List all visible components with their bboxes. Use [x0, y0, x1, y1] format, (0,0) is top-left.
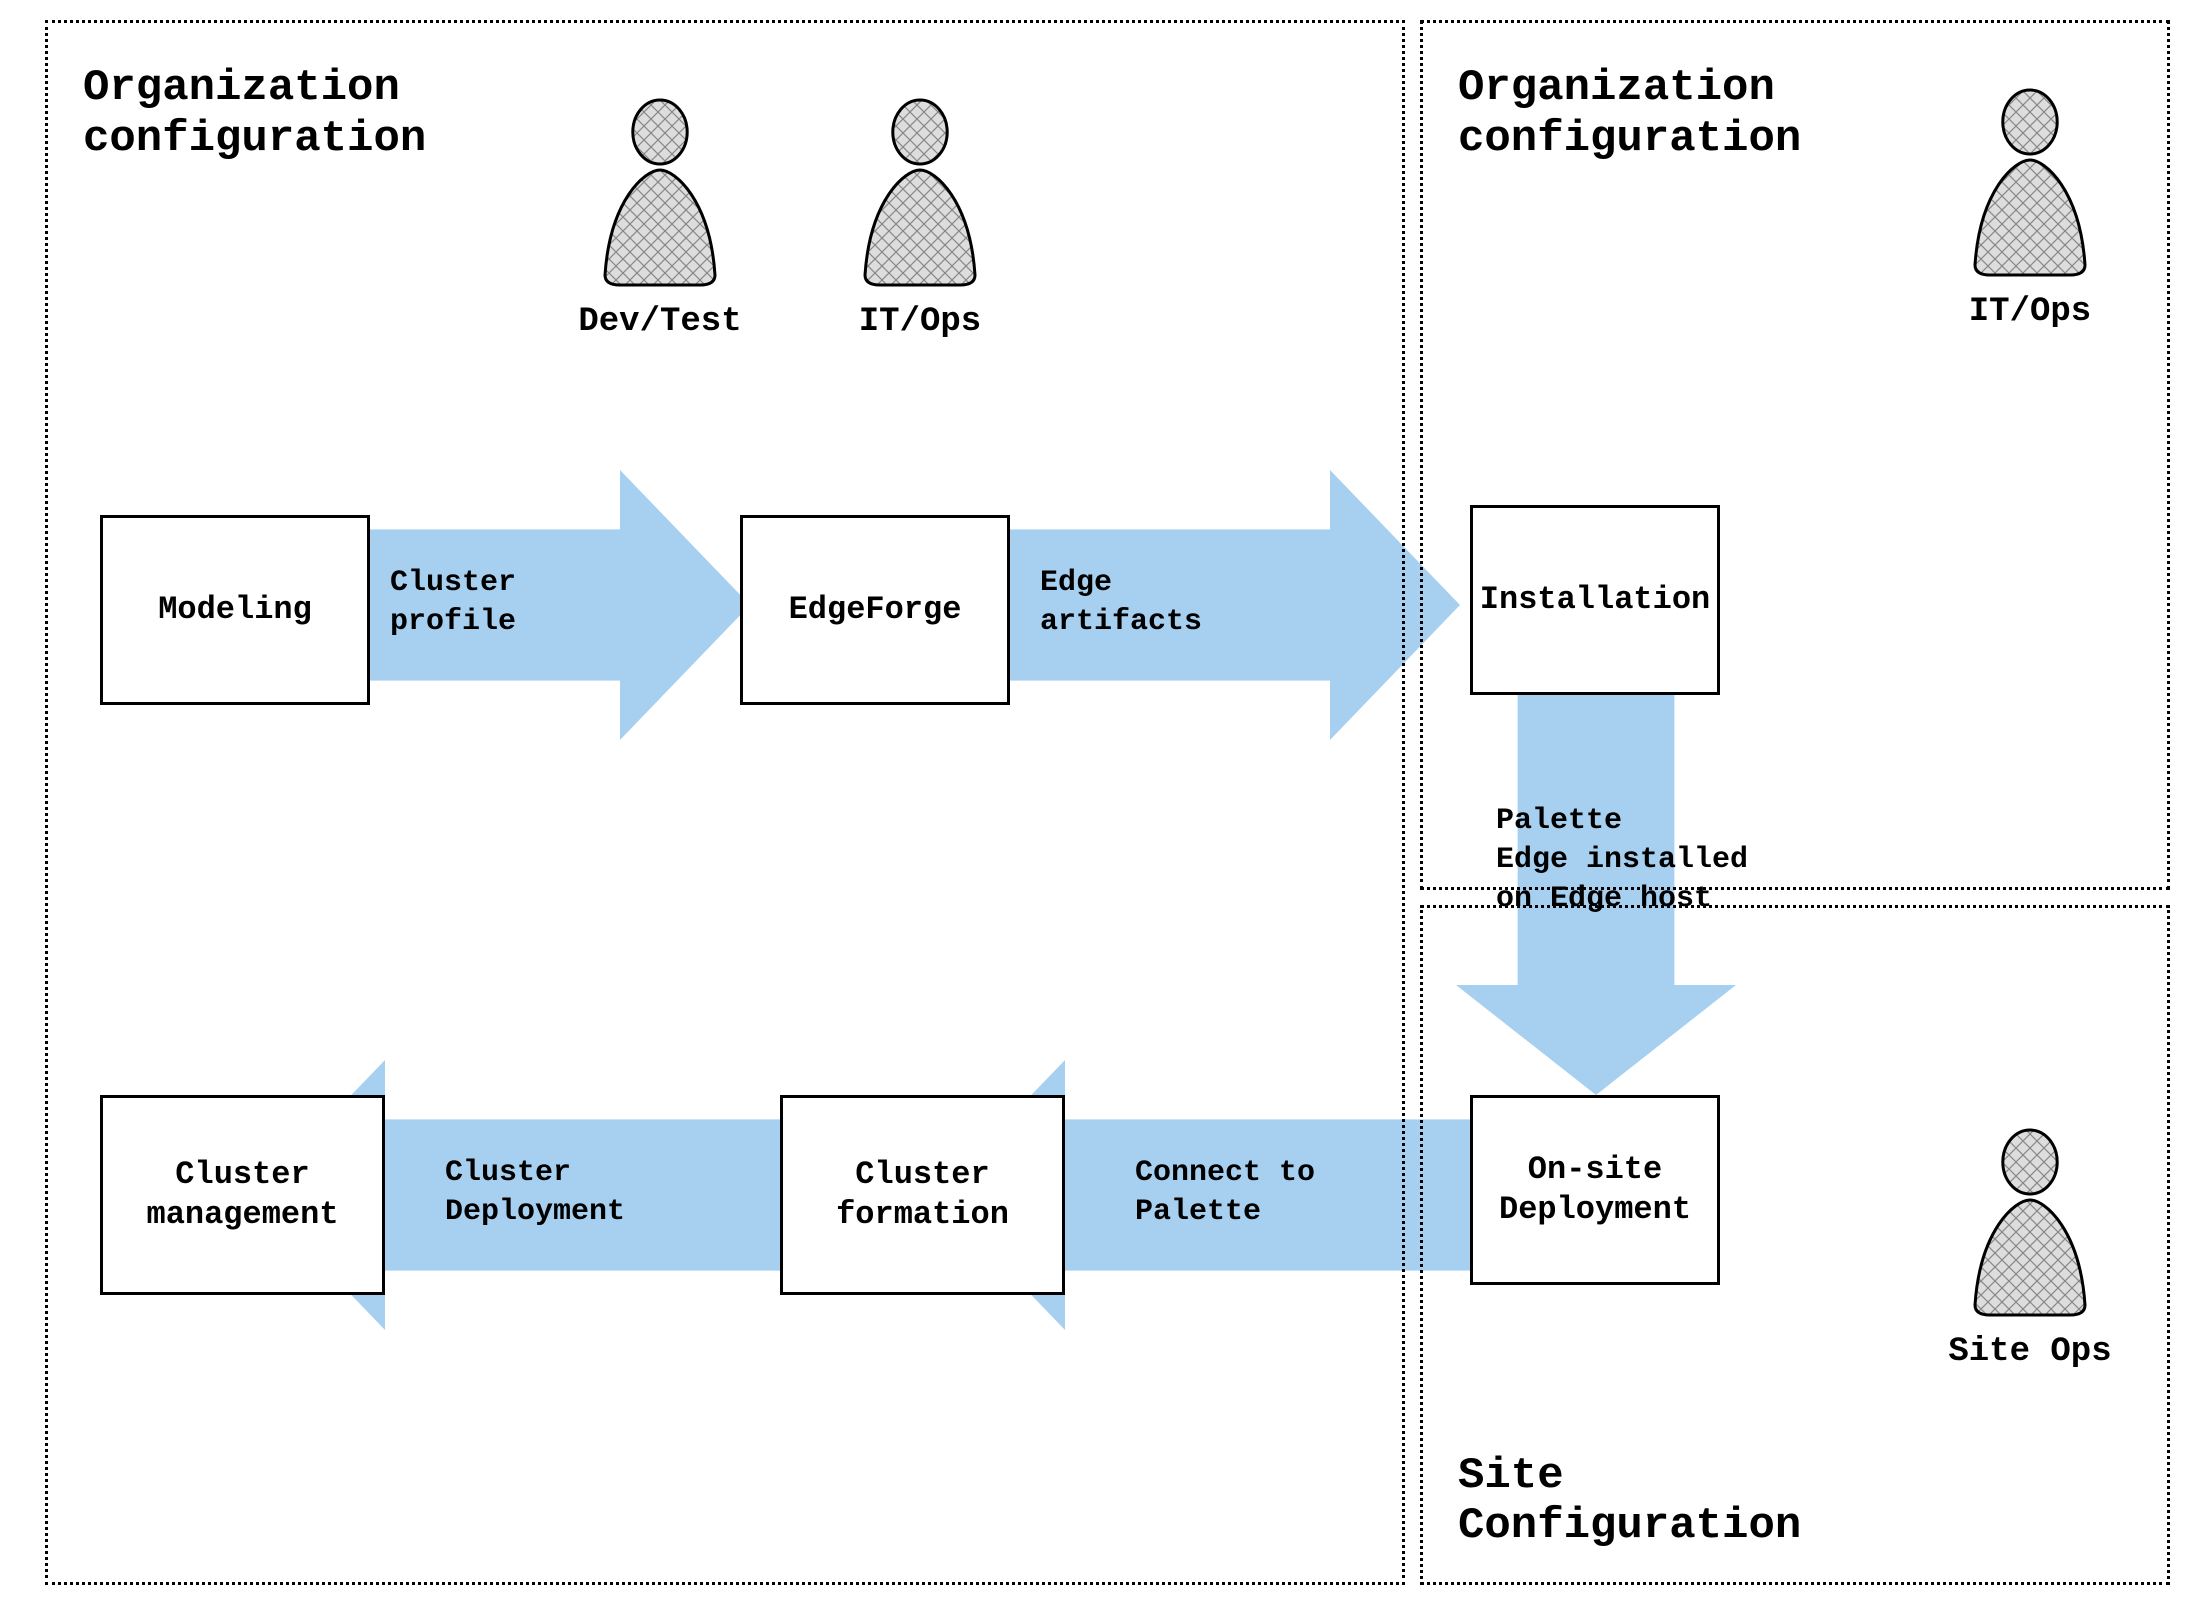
node-label: Cluster management — [146, 1155, 338, 1235]
persona-label-itops: IT/Ops — [820, 303, 1020, 341]
diagram-canvas: Organization configuration Organization … — [0, 0, 2193, 1623]
node-onsite-deploy: On-site Deployment — [1470, 1095, 1720, 1285]
node-label: Installation — [1480, 580, 1710, 620]
node-installation: Installation — [1470, 505, 1720, 695]
node-cluster-formation: Cluster formation — [780, 1095, 1065, 1295]
persona-label-siteops: Site Ops — [1930, 1333, 2130, 1371]
region-title: Organization configuration — [1458, 63, 1801, 164]
node-label: On-site Deployment — [1499, 1150, 1691, 1230]
node-label: EdgeForge — [789, 590, 962, 630]
arrow-label-cluster-deployment: Cluster Deployment — [445, 1154, 625, 1232]
arrow-label-connect-palette: Connect to Palette — [1135, 1154, 1315, 1232]
node-cluster-management: Cluster management — [100, 1095, 385, 1295]
arrow-label-palette-installed: Palette Edge installed on Edge host — [1496, 802, 1748, 919]
node-modeling: Modeling — [100, 515, 370, 705]
node-edgeforge: EdgeForge — [740, 515, 1010, 705]
region-org-right: Organization configuration — [1420, 20, 2170, 890]
arrow-label-cluster-profile: Cluster profile — [390, 564, 516, 642]
region-title: Site Configuration — [1458, 1451, 1801, 1552]
persona-label-itops: IT/Ops — [1930, 293, 2130, 331]
persona-label-devtest: Dev/Test — [560, 303, 760, 341]
arrow-label-edge-artifacts: Edge artifacts — [1040, 564, 1202, 642]
node-label: Modeling — [158, 590, 312, 630]
region-title: Organization configuration — [83, 63, 426, 164]
region-org-left: Organization configuration — [45, 20, 1405, 1585]
node-label: Cluster formation — [836, 1155, 1009, 1235]
